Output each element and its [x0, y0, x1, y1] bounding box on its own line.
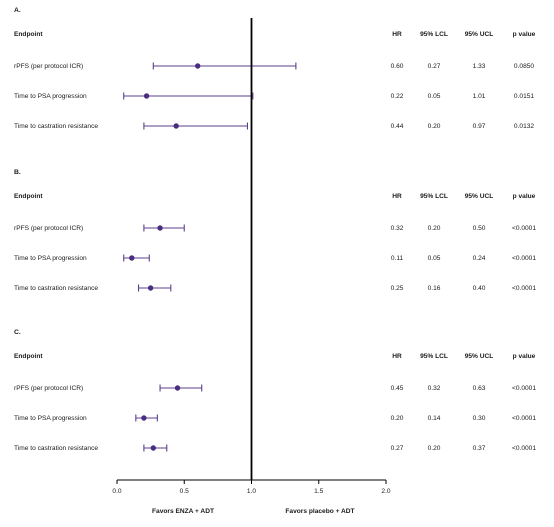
lcl-value: 0.32 — [428, 385, 441, 392]
lcl-header: 95% LCL — [420, 31, 448, 38]
ucl-value: 0.63 — [473, 385, 486, 392]
endpoint-header: Endpoint — [14, 31, 43, 38]
panel-label: A. — [14, 7, 21, 14]
hr-header: HR — [392, 353, 402, 360]
lcl-value: 0.14 — [428, 415, 441, 422]
hr-marker — [147, 285, 154, 291]
endpoint-label: rPFS (per protocol ICR) — [14, 63, 83, 70]
x-tick-label: 1.5 — [314, 488, 323, 495]
endpoint-label: rPFS (per protocol ICR) — [14, 385, 83, 392]
p-value: 0.0151 — [514, 93, 535, 100]
p-value: <0.0001 — [512, 225, 536, 232]
ucl-value: 0.24 — [473, 255, 486, 262]
p-value: <0.0001 — [512, 445, 536, 452]
hr-value: 0.11 — [391, 255, 404, 262]
endpoint-label: Time to castration resistance — [14, 123, 98, 130]
ucl-header: 95% UCL — [465, 31, 494, 38]
lcl-value: 0.20 — [428, 445, 441, 452]
hr-marker — [150, 445, 157, 451]
lcl-header: 95% LCL — [420, 193, 448, 200]
hr-marker — [174, 385, 181, 391]
endpoint-label: Time to castration resistance — [14, 285, 98, 292]
hr-value: 0.25 — [391, 285, 404, 292]
ucl-value: 0.40 — [473, 285, 486, 292]
endpoint-label: Time to PSA progression — [14, 93, 87, 100]
endpoint-label: Time to PSA progression — [14, 255, 87, 262]
p-value-header: p value — [513, 31, 536, 38]
ucl-value: 1.33 — [473, 63, 486, 70]
lcl-header: 95% LCL — [420, 353, 448, 360]
ucl-header: 95% UCL — [465, 353, 494, 360]
hr-value: 0.27 — [391, 445, 404, 452]
lcl-value: 0.16 — [428, 285, 441, 292]
endpoint-header: Endpoint — [14, 353, 43, 360]
p-value: <0.0001 — [512, 255, 536, 262]
hr-marker — [157, 225, 163, 231]
lcl-value: 0.05 — [428, 255, 441, 262]
lcl-value: 0.05 — [428, 93, 441, 100]
p-value: <0.0001 — [512, 415, 536, 422]
panel-label: C. — [14, 329, 21, 336]
p-value: <0.0001 — [512, 285, 536, 292]
hr-header: HR — [392, 31, 402, 38]
endpoint-label: Time to castration resistance — [14, 445, 98, 452]
p-value-header: p value — [513, 353, 536, 360]
lcl-value: 0.27 — [428, 63, 441, 70]
ucl-value: 0.37 — [473, 445, 486, 452]
hr-marker — [195, 63, 201, 69]
p-value: 0.0132 — [514, 123, 535, 130]
hr-marker — [143, 93, 150, 99]
hr-marker — [141, 415, 147, 421]
ucl-value: 0.30 — [473, 415, 486, 422]
p-value-header: p value — [513, 193, 536, 200]
p-value: 0.0850 — [514, 63, 535, 70]
x-tick-label: 2.0 — [381, 488, 390, 495]
hr-value: 0.45 — [391, 385, 404, 392]
hr-header: HR — [392, 193, 402, 200]
panel-label: B. — [14, 169, 21, 176]
favors-placebo-label: Favors placebo + ADT — [285, 508, 354, 515]
x-tick-label: 0.5 — [180, 488, 189, 495]
x-tick-label: 0.0 — [112, 488, 121, 495]
hr-value: 0.60 — [391, 63, 404, 70]
lcl-value: 0.20 — [428, 225, 441, 232]
hr-value: 0.22 — [391, 93, 404, 100]
endpoint-label: Time to PSA progression — [14, 415, 87, 422]
hr-value: 0.20 — [391, 415, 404, 422]
ucl-value: 0.97 — [473, 123, 486, 130]
hr-value: 0.44 — [391, 123, 404, 130]
favors-enza-label: Favors ENZA + ADT — [152, 508, 214, 515]
hr-marker — [173, 123, 179, 129]
p-value: <0.0001 — [512, 385, 536, 392]
hr-marker — [129, 255, 135, 261]
ucl-value: 0.50 — [473, 225, 486, 232]
hr-value: 0.32 — [391, 225, 404, 232]
endpoint-header: Endpoint — [14, 193, 43, 200]
endpoint-label: rPFS (per protocol ICR) — [14, 225, 83, 232]
lcl-value: 0.20 — [428, 123, 441, 130]
ucl-header: 95% UCL — [465, 193, 494, 200]
x-tick-label: 1.0 — [247, 488, 256, 495]
ucl-value: 1.01 — [473, 93, 486, 100]
